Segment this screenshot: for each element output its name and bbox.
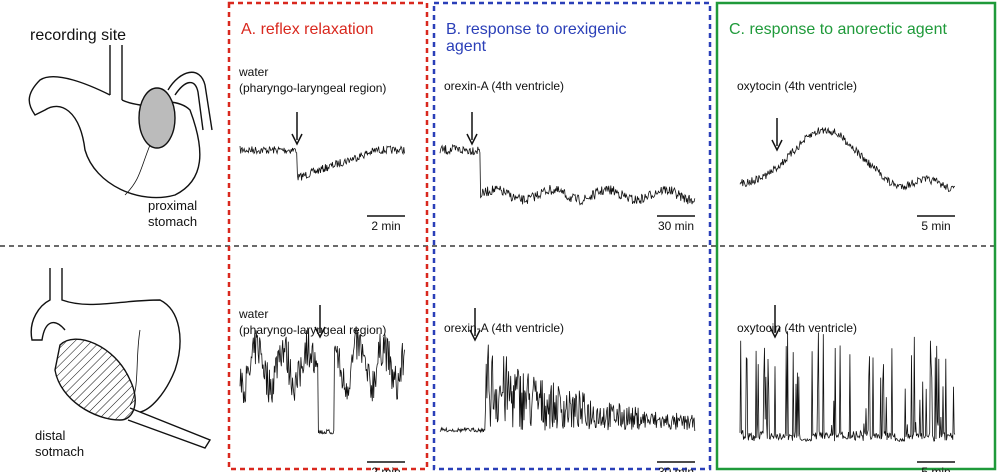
label: proximal bbox=[148, 198, 197, 213]
arrow-head bbox=[291, 133, 303, 146]
trace bbox=[739, 127, 955, 193]
arrow-head bbox=[769, 326, 781, 339]
label: distal bbox=[35, 428, 65, 443]
panel-title: C. response to anorectic agent bbox=[729, 21, 947, 38]
stimulus-label: (pharyngo-laryngeal region) bbox=[239, 81, 386, 95]
stimulus-label: oxytocin (4th ventricle) bbox=[737, 321, 857, 335]
stimulus-label: orexin-A (4th ventricle) bbox=[444, 321, 564, 335]
panel-frame bbox=[715, 1, 997, 471]
label: sotmach bbox=[35, 444, 84, 459]
stomach-distal bbox=[30, 268, 212, 449]
label: stomach bbox=[148, 214, 197, 229]
trace bbox=[439, 344, 696, 434]
arrow-head bbox=[469, 329, 481, 342]
arrow-head bbox=[314, 326, 326, 339]
trace bbox=[439, 143, 696, 206]
stomach-proximal bbox=[28, 45, 213, 199]
recording-site: recording site bbox=[30, 27, 126, 44]
scale-label: 30 min bbox=[658, 465, 694, 472]
trace bbox=[739, 331, 956, 443]
arrow-head bbox=[466, 133, 478, 146]
stimulus-label: (pharyngo-laryngeal region) bbox=[239, 323, 386, 337]
stimulus-label: water bbox=[238, 307, 268, 321]
stimulus-label: orexin-A (4th ventricle) bbox=[444, 79, 564, 93]
scale-label: 5 min bbox=[921, 465, 950, 472]
panel-title: A. reflex relaxation bbox=[241, 21, 374, 38]
panel-title: B. response to orexigenic bbox=[446, 21, 627, 38]
arrow-head bbox=[771, 139, 783, 152]
stimulus-label: water bbox=[238, 65, 268, 79]
scale-label: 5 min bbox=[921, 219, 950, 233]
panel-frame bbox=[432, 1, 712, 471]
scale-label: 2 min bbox=[371, 465, 400, 472]
scale-label: 2 min bbox=[371, 219, 400, 233]
panel-title: agent bbox=[446, 38, 487, 55]
stimulus-label: oxytocin (4th ventricle) bbox=[737, 79, 857, 93]
scale-label: 30 min bbox=[658, 219, 694, 233]
panel-frame bbox=[227, 1, 429, 471]
trace bbox=[239, 326, 405, 435]
trace bbox=[239, 145, 405, 181]
